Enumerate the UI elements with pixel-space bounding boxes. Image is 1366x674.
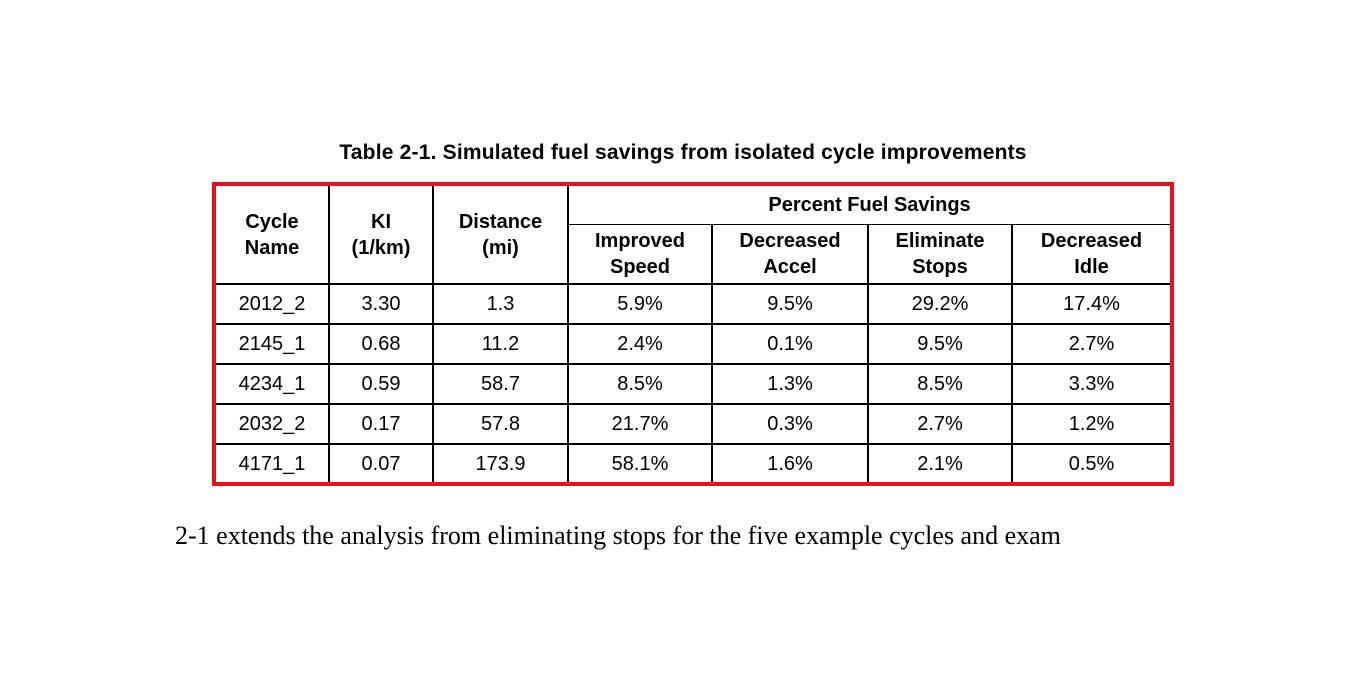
cell-cycle-name: 2012_2: [213, 283, 330, 325]
cell-cycle-name: 4234_1: [213, 363, 330, 405]
cell-distance: 58.7: [432, 363, 569, 405]
cell-cycle-name: 2145_1: [213, 323, 330, 365]
column-header-ki: KI (1/km): [328, 183, 434, 285]
cell-distance: 173.9: [432, 443, 569, 485]
paragraph-text: 2-1 extends the analysis from eliminatin…: [175, 521, 1061, 550]
column-header-improved-speed: Improved Speed: [567, 223, 713, 285]
cell-cycle-name: 2032_2: [213, 403, 330, 445]
table-row: 4234_1 0.59 58.7 8.5% 1.3% 8.5% 3.3%: [213, 363, 1174, 405]
cell-distance: 11.2: [432, 323, 569, 365]
cell-ki: 0.17: [328, 403, 434, 445]
column-header-distance: Distance (mi): [432, 183, 569, 285]
cell-improved-speed: 58.1%: [567, 443, 713, 485]
group-header-percent-fuel-savings: Percent Fuel Savings: [566, 183, 1174, 225]
cell-decreased-idle: 1.2%: [1010, 403, 1174, 445]
cell-decreased-accel: 0.3%: [711, 403, 869, 445]
table-row: 4171_1 0.07 173.9 58.1% 1.6% 2.1% 0.5%: [213, 443, 1174, 485]
cell-distance: 57.8: [432, 403, 569, 445]
cell-eliminate-stops: 2.1%: [867, 443, 1013, 485]
column-header-eliminate-stops: Eliminate Stops: [867, 223, 1013, 285]
cell-decreased-idle: 2.7%: [1010, 323, 1174, 365]
cell-ki: 0.59: [328, 363, 434, 405]
cell-decreased-idle: 3.3%: [1010, 363, 1174, 405]
cell-decreased-accel: 1.3%: [711, 363, 869, 405]
cell-ki: 0.68: [328, 323, 434, 365]
cell-improved-speed: 21.7%: [567, 403, 713, 445]
cell-improved-speed: 8.5%: [567, 363, 713, 405]
cell-eliminate-stops: 9.5%: [867, 323, 1013, 365]
cell-ki: 3.30: [328, 283, 434, 325]
cell-decreased-idle: 0.5%: [1010, 443, 1174, 485]
table-header-group-row: Cycle Name KI (1/km) Distance (mi) Perce…: [213, 183, 1174, 285]
cell-decreased-accel: 0.1%: [711, 323, 869, 365]
cell-decreased-idle: 17.4%: [1010, 283, 1174, 325]
cell-decreased-accel: 9.5%: [711, 283, 869, 325]
cell-distance: 1.3: [432, 283, 569, 325]
table-row: 2032_2 0.17 57.8 21.7% 0.3% 2.7% 1.2%: [213, 403, 1174, 445]
table-subheader-row: Improved Speed Decreased Accel Eliminate…: [214, 223, 1174, 285]
table-row: 2012_2 3.30 1.3 5.9% 9.5% 29.2% 17.4%: [213, 283, 1174, 325]
cell-eliminate-stops: 8.5%: [867, 363, 1013, 405]
cell-eliminate-stops: 2.7%: [867, 403, 1013, 445]
table-caption: Table 2-1. Simulated fuel savings from i…: [339, 141, 1027, 164]
cell-decreased-accel: 1.6%: [711, 443, 869, 485]
cell-cycle-name: 4171_1: [213, 443, 330, 485]
column-header-decreased-idle: Decreased Idle: [1010, 223, 1174, 285]
fuel-savings-table-container: Cycle Name KI (1/km) Distance (mi) Perce…: [212, 182, 1175, 486]
cell-ki: 0.07: [328, 443, 434, 485]
cell-improved-speed: 5.9%: [567, 283, 713, 325]
table-row: 2145_1 0.68 11.2 2.4% 0.1% 9.5% 2.7%: [213, 323, 1174, 365]
fuel-savings-table: Cycle Name KI (1/km) Distance (mi) Perce…: [212, 182, 1175, 486]
cell-eliminate-stops: 29.2%: [867, 283, 1013, 325]
column-header-decreased-accel: Decreased Accel: [711, 223, 869, 285]
column-header-cycle-name: Cycle Name: [213, 183, 330, 285]
cell-improved-speed: 2.4%: [567, 323, 713, 365]
